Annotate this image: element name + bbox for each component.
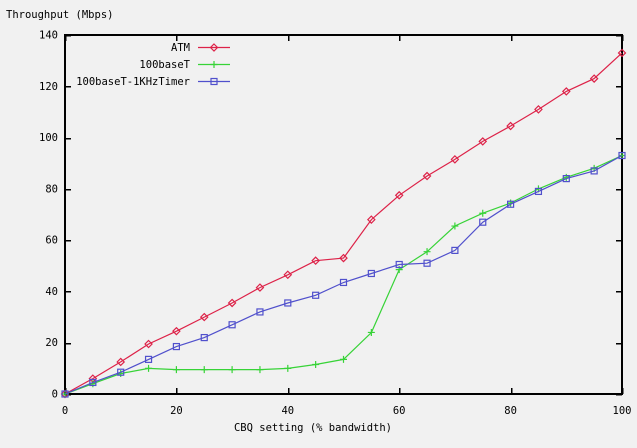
legend-label-100baset-1khztimer: 100baseT-1KHzTimer (76, 75, 190, 88)
diamond-marker (478, 137, 488, 146)
diamond-marker (422, 171, 432, 181)
legend-item-atm: ATM (40, 39, 231, 56)
square-marker (172, 342, 180, 351)
square-marker (339, 278, 348, 287)
diamond-marker (339, 253, 348, 263)
y-tick-label: 100 (39, 132, 58, 144)
legend-label-100baset: 100baseT (139, 58, 190, 71)
square-marker (228, 321, 236, 329)
plus-marker (562, 173, 570, 181)
diamond-marker (311, 256, 320, 266)
y-tick-label: 60 (45, 235, 58, 247)
square-marker (534, 187, 543, 196)
series-line-100baseT-1KHzTimer (64, 154, 623, 395)
square-marker (89, 378, 97, 387)
plus-marker (172, 366, 180, 374)
y-axis-title: Throughput (Mbps) (6, 9, 114, 21)
square-marker (144, 355, 153, 363)
plot-border (64, 34, 623, 395)
plus-marker (145, 364, 153, 372)
diamond-marker (589, 74, 599, 83)
square-marker (61, 390, 69, 398)
square-marker (284, 299, 292, 307)
square-marker (618, 151, 626, 160)
diamond-marker (450, 155, 460, 164)
y-tick-label: 120 (39, 81, 58, 93)
plus-marker (340, 355, 347, 363)
plus-marker (210, 61, 218, 68)
y-tick-label: 140 (39, 30, 58, 42)
square-marker (367, 269, 375, 278)
square-marker (507, 200, 515, 208)
diamond-marker (394, 190, 404, 200)
square-marker (479, 218, 487, 226)
diamond-marker (144, 339, 153, 349)
plus-marker (256, 366, 264, 374)
plus-marker (451, 222, 459, 230)
y-tick-label: 20 (45, 337, 58, 349)
diamond-marker (199, 312, 209, 322)
square-marker (590, 167, 598, 175)
x-tick-label: 60 (393, 405, 406, 417)
diamond-marker (534, 105, 543, 114)
diamond-marker (227, 298, 237, 308)
legend-sample-atm (198, 43, 230, 52)
x-tick-label: 0 (62, 405, 68, 417)
legend-label-atm: ATM (171, 41, 190, 54)
x-tick-label: 20 (170, 405, 183, 417)
diamond-marker (617, 48, 627, 58)
square-marker (423, 259, 431, 267)
plus-marker (367, 328, 375, 336)
y-tick-label: 40 (45, 286, 58, 298)
plus-marker (228, 366, 236, 374)
square-marker (256, 308, 264, 316)
plus-marker (479, 209, 487, 217)
square-marker (312, 291, 320, 299)
x-tick-label: 100 (613, 405, 632, 417)
square-marker (562, 175, 570, 183)
series-line-ATM (64, 52, 623, 395)
square-marker (210, 77, 218, 86)
y-tick-label: 80 (45, 183, 58, 195)
x-tick-label: 40 (281, 405, 294, 417)
square-marker (117, 368, 125, 376)
plus-marker (284, 364, 292, 372)
plus-marker (312, 361, 320, 369)
diamond-marker (506, 121, 515, 131)
diamond-marker (172, 326, 181, 336)
diamond-marker (283, 270, 293, 280)
square-marker (451, 246, 459, 254)
diamond-marker (116, 357, 126, 367)
diamond-marker (561, 87, 571, 96)
square-marker (200, 333, 208, 342)
diamond-marker (367, 215, 376, 224)
legend-sample-100baset-1khztimer (198, 77, 230, 86)
square-marker (395, 260, 403, 269)
diamond-marker (255, 283, 265, 292)
x-axis-title: CBQ setting (% bandwidth) (233, 422, 393, 434)
legend-item-100baset: 100baseT (40, 56, 231, 73)
legend-sample-100baset (198, 61, 230, 68)
plus-marker (200, 366, 208, 374)
legend-item-100baset-1khztimer: 100baseT-1KHzTimer (40, 73, 231, 90)
legend: ATM 100baseT 100baseT-1KHzTimer (40, 39, 231, 90)
plus-marker (423, 248, 431, 256)
diamond-marker (209, 43, 219, 52)
y-tick-label: 0 (52, 389, 58, 401)
x-tick-label: 80 (504, 405, 517, 417)
